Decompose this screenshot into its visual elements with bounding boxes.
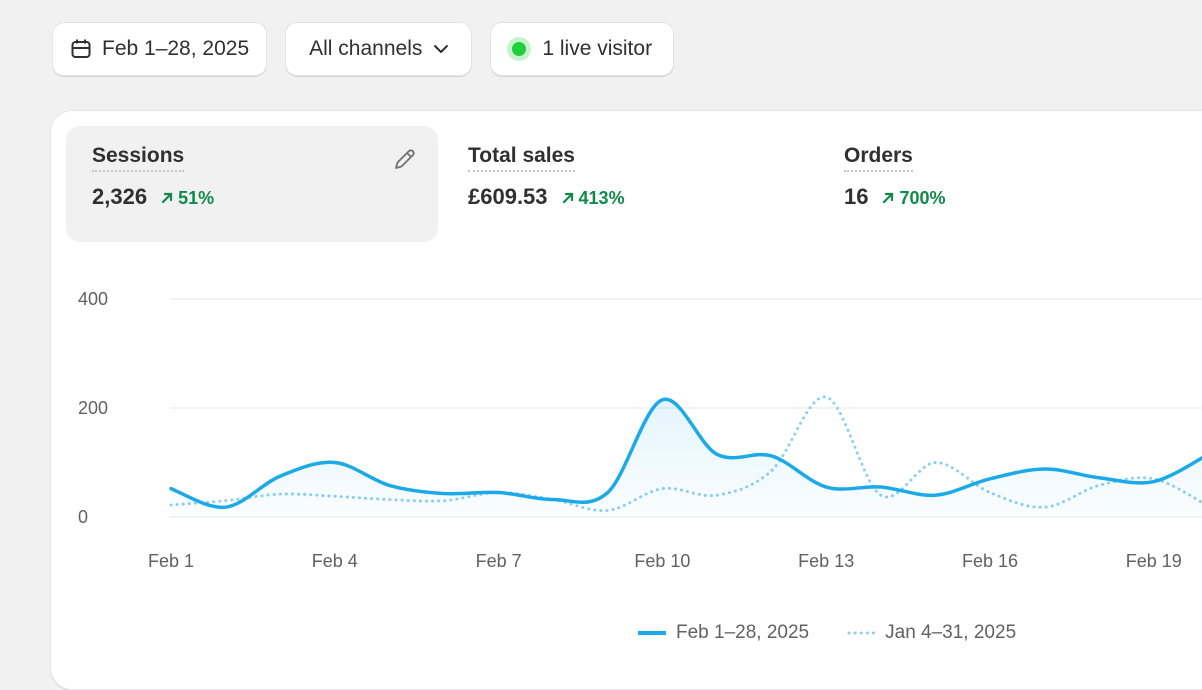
data-point-comparison[interactable] (604, 506, 612, 514)
pencil-icon[interactable] (390, 146, 418, 179)
y-tick-label: 200 (78, 398, 108, 418)
data-point-comparison[interactable] (1041, 503, 1049, 511)
data-point-comparison[interactable] (822, 393, 830, 401)
y-tick-label: 0 (78, 507, 88, 527)
data-point-current[interactable] (167, 485, 175, 493)
data-point-current[interactable] (1095, 474, 1103, 482)
data-point-comparison[interactable] (1095, 481, 1103, 489)
date-range-label: Feb 1–28, 2025 (102, 37, 250, 60)
data-point-comparison[interactable] (222, 497, 230, 505)
data-point-comparison[interactable] (276, 490, 284, 498)
date-range-button[interactable]: Feb 1–28, 2025 (52, 22, 268, 76)
metric-orders[interactable]: Orders 16 700% (818, 126, 1190, 242)
arrow-up-right-icon (161, 192, 173, 204)
data-point-comparison[interactable] (440, 497, 448, 505)
arrow-up-right-icon (883, 192, 894, 204)
metric-label: Total sales (468, 144, 575, 172)
chart-legend: Feb 1–28, 2025 Jan 4–31, 2025 (638, 622, 1016, 644)
calendar-icon (70, 38, 92, 60)
x-tick-label: Feb 13 (798, 551, 854, 571)
data-point-comparison[interactable] (877, 491, 885, 499)
data-point-current[interactable] (1041, 465, 1049, 473)
metric-value: 16 (844, 184, 869, 209)
data-point-current[interactable] (986, 475, 994, 483)
data-point-comparison[interactable] (931, 459, 939, 467)
data-point-current[interactable] (877, 483, 885, 491)
series-line-current (169, 397, 1202, 509)
channels-dropdown[interactable]: All channels (285, 22, 473, 76)
sessions-line-chart: 400 200 0 Feb 1 Feb 4 Feb 7 Feb 10 Feb 13 Feb 16… (78, 289, 1202, 571)
x-tick-label: Feb 16 (962, 551, 1018, 571)
metric-change: 700% (882, 188, 946, 209)
metric-change: 413% (562, 188, 625, 209)
legend-label: Feb 1–28, 2025 (676, 622, 810, 643)
legend-item-current[interactable]: Feb 1–28, 2025 (638, 622, 809, 644)
metric-value: 2,326 (92, 184, 148, 209)
live-visitors-button[interactable]: 1 live visitor (490, 22, 675, 76)
channels-label: All channels (309, 37, 423, 60)
data-point-comparison[interactable] (1150, 475, 1158, 483)
data-point-comparison[interactable] (167, 501, 175, 509)
data-point-current[interactable] (331, 459, 339, 467)
legend-solid-line-icon (638, 631, 666, 635)
chevron-down-icon (432, 40, 450, 58)
metric-change-value: 51% (178, 188, 215, 208)
y-tick-label: 400 (78, 289, 108, 309)
data-point-current[interactable] (440, 490, 448, 498)
legend-label: Jan 4–31, 2025 (885, 622, 1017, 643)
data-point-comparison[interactable] (549, 496, 557, 504)
data-point-current[interactable] (713, 450, 721, 458)
filter-bar: Feb 1–28, 2025 All channels 1 live visit… (52, 22, 675, 76)
data-point-current[interactable] (658, 396, 666, 404)
metric-total-sales[interactable]: Total sales £609.53 413% (442, 126, 814, 242)
data-point-comparison[interactable] (385, 496, 393, 504)
series-area-current (171, 399, 1202, 517)
analytics-card: Sessions 2,326 51% Total sales £609.53 4… (50, 110, 1202, 690)
data-point-comparison[interactable] (768, 467, 776, 475)
x-tick-label: Feb 4 (312, 551, 358, 571)
data-point-comparison[interactable] (658, 485, 666, 493)
metric-change-value: 413% (578, 188, 625, 208)
live-status-dot (512, 42, 527, 56)
data-point-comparison[interactable] (986, 488, 994, 496)
data-point-current[interactable] (604, 488, 612, 496)
data-point-comparison[interactable] (713, 491, 721, 499)
metric-label: Orders (844, 144, 913, 172)
live-visitors-label: 1 live visitor (542, 37, 653, 60)
data-point-current[interactable] (276, 472, 284, 480)
data-point-current[interactable] (931, 491, 939, 499)
metric-change: 51% (161, 188, 214, 209)
x-tick-label: Feb 19 (1126, 551, 1182, 571)
x-tick-label: Feb 10 (634, 551, 690, 571)
arrow-up-right-icon (562, 192, 573, 204)
data-point-comparison[interactable] (331, 492, 339, 500)
legend-dotted-line-icon (847, 631, 876, 635)
data-point-current[interactable] (385, 481, 393, 489)
data-point-current[interactable] (822, 483, 830, 491)
metric-change-value: 700% (899, 188, 946, 208)
data-point-comparison[interactable] (495, 488, 503, 496)
data-point-current[interactable] (768, 452, 776, 460)
x-tick-label: Feb 1 (148, 551, 194, 571)
metric-sessions[interactable]: Sessions 2,326 51% (66, 126, 438, 242)
x-tick-label: Feb 7 (476, 551, 522, 571)
metric-label: Sessions (92, 144, 185, 172)
metric-value: £609.53 (468, 184, 548, 209)
legend-item-comparison[interactable]: Jan 4–31, 2025 (847, 622, 1016, 644)
